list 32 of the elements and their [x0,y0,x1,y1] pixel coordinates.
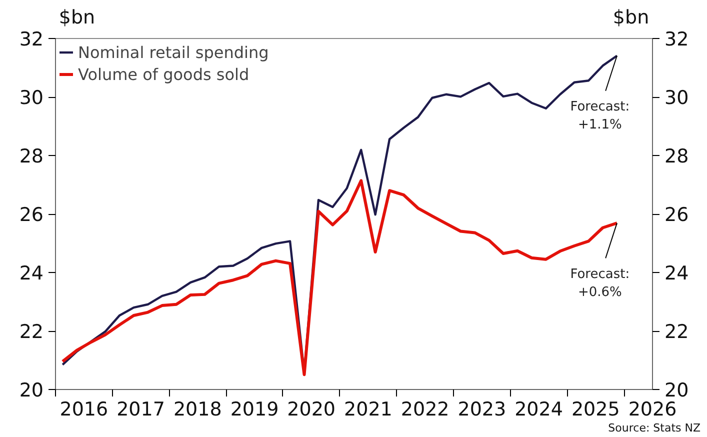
x-tick-label: 2017 [116,398,165,420]
y-tick-label: 28 [19,146,44,168]
x-tick-label: 2022 [400,398,450,420]
y-tick-label: 30 [19,87,44,109]
x-tick-label: 2019 [230,398,279,420]
x-tick-label: 2020 [287,398,336,420]
y2-tick-label: 24 [664,262,689,284]
legend-label: Volume of goods sold [78,64,250,84]
y2-tick-label: 22 [664,321,689,343]
annotation: Forecast: +0.6% [570,266,630,300]
x-tick-label: 2018 [173,398,222,420]
legend-label: Nominal retail spending [78,42,269,62]
y2-tick-label: 32 [664,28,689,50]
y2-axis-title: $bn [612,6,650,28]
y2-tick-label: 28 [664,146,689,168]
y2-tick-label: 20 [664,380,689,402]
x-tick-label: 2026 [628,398,677,420]
y2-tick-label: 30 [664,87,689,109]
y-axis-title: $bn [58,6,96,28]
y2-tick-label: 26 [664,204,689,226]
x-tick-label: 2023 [458,398,506,420]
y-tick-label: 20 [19,380,44,402]
y-tick-label: 32 [19,28,44,50]
x-tick-label: 2024 [514,398,563,420]
y-tick-label: 22 [19,321,44,343]
x-tick-label: 2021 [344,398,392,420]
y-tick-label: 24 [19,262,44,284]
x-tick-label: 2025 [571,398,620,420]
x-tick-label: 2016 [60,398,108,420]
source-note: Source: Stats NZ [608,422,701,434]
annotation: Forecast: +1.1% [570,100,630,133]
y-tick-label: 26 [19,204,44,226]
